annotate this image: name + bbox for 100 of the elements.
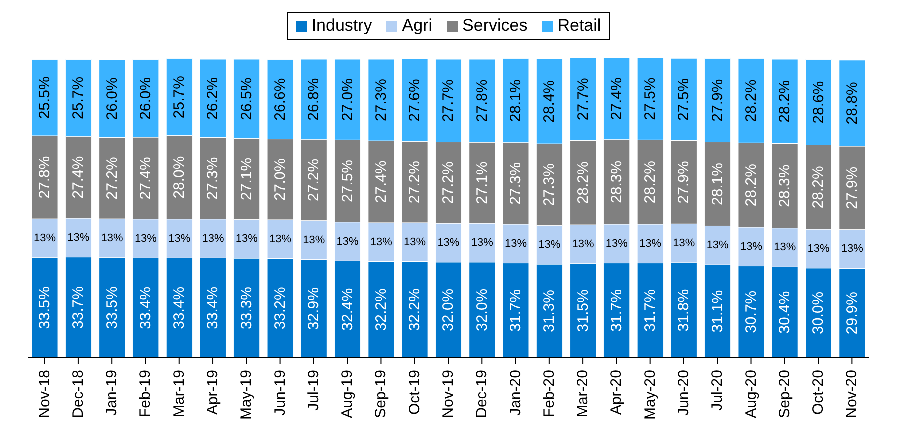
x-tick-label: Nov-20 — [844, 370, 861, 418]
legend-label: Services — [462, 16, 528, 36]
x-tick-label: Dec-18 — [70, 370, 87, 418]
data-label: 31.1% — [709, 290, 726, 333]
data-label: 32.9% — [306, 288, 323, 330]
data-label: 25.5% — [36, 76, 54, 120]
x-tick-label: Apr-19 — [204, 370, 222, 416]
x-tick-label: Mar-20 — [574, 370, 592, 418]
data-label: 27.3% — [541, 164, 558, 206]
data-label: 27.9% — [709, 79, 726, 122]
data-label: 27.6% — [406, 79, 424, 122]
legend-label: Agri — [401, 16, 433, 36]
data-label: 13% — [168, 232, 191, 245]
data-label: 28.2% — [776, 80, 794, 123]
data-label: 26.2% — [204, 77, 222, 120]
data-label: 13% — [438, 236, 460, 249]
data-label: 30.7% — [742, 290, 760, 334]
x-tick-label: Sep-19 — [372, 370, 390, 418]
x-tick-label: May-19 — [238, 370, 256, 420]
data-label: 27.4% — [608, 78, 626, 120]
x-tick-label: Jul-20 — [709, 370, 726, 411]
data-label: 13% — [270, 233, 292, 246]
data-label: 13% — [706, 240, 730, 252]
data-label: 33.4% — [204, 286, 222, 330]
x-tick-label: Nov-19 — [440, 370, 457, 418]
legend-label: Industry — [310, 16, 372, 36]
data-label: 27.3% — [507, 162, 524, 205]
data-label: 27.4% — [372, 160, 390, 204]
data-label: 32.0% — [474, 288, 491, 332]
data-label: 32.4% — [339, 288, 356, 331]
data-label: 26.6% — [272, 78, 290, 121]
legend-label: Retail — [556, 16, 602, 36]
x-tick-label: Apr-20 — [608, 370, 626, 416]
data-label: 33.5% — [36, 286, 54, 330]
data-label: 28.2% — [810, 166, 828, 209]
data-label: 31.5% — [574, 290, 592, 332]
data-label: 33.2% — [272, 287, 290, 330]
data-label: 27.5% — [339, 160, 356, 203]
x-tick-label: Jan-19 — [104, 370, 121, 416]
data-label: 13% — [68, 232, 90, 244]
data-label: 27.2% — [306, 158, 323, 202]
data-label: 27.9% — [844, 166, 861, 210]
data-label: 13% — [370, 236, 393, 248]
data-label: 13% — [538, 239, 561, 252]
x-tick-label: Aug-20 — [742, 370, 760, 418]
data-label: 13% — [34, 232, 56, 244]
data-label: 33.7% — [70, 286, 88, 329]
data-label: 33.3% — [238, 286, 256, 330]
data-label: 13% — [471, 236, 494, 249]
x-tick-label: Jun-20 — [675, 370, 692, 416]
data-label: 27.0% — [339, 78, 356, 122]
data-label: 13% — [336, 236, 360, 248]
data-label: 31.7% — [507, 289, 524, 332]
data-label: 28.3% — [608, 160, 626, 204]
data-label: 33.5% — [104, 286, 121, 330]
data-label: 27.3% — [372, 79, 390, 122]
data-label: 28.2% — [742, 164, 760, 207]
data-label: 28.6% — [810, 81, 828, 124]
data-label: 13% — [404, 236, 426, 248]
data-label: 31.3% — [541, 290, 558, 333]
data-label: 28.2% — [574, 162, 592, 204]
data-label: 26.0% — [137, 77, 154, 120]
data-label: 13% — [101, 232, 124, 244]
x-tick-label: Oct-20 — [810, 370, 828, 416]
data-label: 27.9% — [676, 161, 693, 204]
data-label: 13% — [303, 234, 326, 246]
x-tick-label: Jan-20 — [507, 370, 524, 416]
x-tick-label: May-20 — [642, 370, 659, 420]
data-label: 27.5% — [642, 78, 660, 120]
data-label: 32.2% — [372, 288, 390, 332]
data-label: 13% — [740, 240, 763, 253]
data-label: 27.7% — [574, 78, 592, 121]
data-label: 27.7% — [440, 80, 458, 122]
x-tick-label: Feb-19 — [137, 370, 154, 418]
data-label: 26.8% — [306, 78, 323, 121]
data-label: 27.0% — [272, 158, 290, 201]
data-label: 28.0% — [171, 156, 188, 199]
data-label: 32.0% — [440, 288, 458, 332]
x-tick-label: Nov-18 — [36, 370, 54, 418]
data-label: 13% — [673, 238, 696, 250]
data-label: 13% — [572, 238, 594, 250]
data-label: 28.1% — [709, 162, 726, 206]
data-label: 33.4% — [171, 286, 188, 330]
data-label: 27.4% — [137, 157, 154, 200]
data-label: 31.8% — [676, 289, 693, 332]
data-label: 32.2% — [406, 288, 424, 332]
data-label: 30.0% — [810, 292, 828, 334]
data-label: 25.7% — [70, 76, 88, 120]
data-label: 28.8% — [844, 82, 861, 125]
data-label: 13% — [202, 232, 224, 245]
data-label: 26.0% — [104, 78, 121, 120]
data-label: 27.2% — [440, 162, 458, 204]
data-label: 31.7% — [642, 289, 660, 332]
x-tick-label: Oct-19 — [406, 370, 424, 416]
x-tick-label: Dec-19 — [474, 370, 491, 418]
data-label: 27.3% — [204, 157, 222, 200]
data-label: 27.1% — [474, 162, 491, 204]
data-label: 29.9% — [844, 292, 861, 335]
data-label: 28.2% — [742, 80, 760, 122]
x-tick-label: Mar-19 — [170, 370, 188, 418]
